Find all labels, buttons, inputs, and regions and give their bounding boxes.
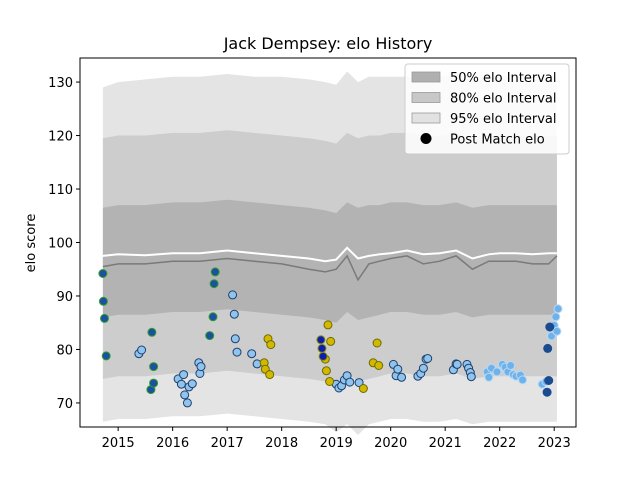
legend-label: 50% elo Interval — [450, 71, 557, 86]
elo-point — [179, 370, 189, 380]
elo-point — [317, 343, 327, 353]
legend-swatch — [411, 112, 441, 124]
elo-point — [452, 359, 462, 369]
elo-point — [466, 372, 476, 382]
elo-point — [323, 320, 333, 330]
elo-point — [266, 340, 276, 350]
legend-box — [404, 63, 570, 155]
y-tick-label: 120 — [48, 130, 73, 145]
x-tick-label: 2020 — [374, 436, 407, 451]
elo-point — [147, 327, 157, 337]
elo-point — [232, 347, 242, 357]
elo-point — [149, 378, 159, 388]
elo-point — [210, 267, 220, 277]
x-tick-label: 2023 — [538, 436, 571, 451]
elo-point — [182, 398, 192, 408]
x-tick-label: 2018 — [265, 436, 298, 451]
elo-point — [374, 361, 384, 370]
elo-point — [358, 384, 368, 393]
median-line — [102, 246, 557, 263]
elo-point — [265, 370, 275, 380]
elo-point — [423, 354, 433, 363]
elo-point — [187, 379, 197, 389]
y-tick-label: 100 — [48, 237, 73, 252]
legend-label: Post Match elo — [450, 133, 545, 148]
elo-point — [551, 312, 561, 322]
elo-point — [318, 351, 328, 361]
legend-label: 95% elo Interval — [450, 112, 557, 127]
y-axis-label: elo score — [24, 214, 39, 273]
elo-point — [484, 372, 494, 382]
legend-swatch — [411, 92, 441, 103]
elo-point — [180, 390, 190, 400]
elo-point — [552, 326, 562, 336]
elo-point — [230, 334, 240, 344]
legend-label: 80% elo Interval — [450, 92, 557, 107]
elo-point — [228, 290, 238, 300]
elo-point — [544, 376, 554, 385]
elo-point — [98, 296, 108, 306]
x-tick-label: 2017 — [211, 436, 244, 451]
x-tick-label: 2019 — [320, 436, 353, 451]
elo-point — [397, 372, 407, 382]
y-tick-label: 110 — [48, 183, 73, 198]
elo-point — [325, 377, 335, 386]
elo-point — [229, 309, 239, 319]
elo-point — [393, 364, 403, 374]
elo-point — [100, 313, 109, 323]
elo-point — [354, 378, 364, 388]
elo-point — [372, 338, 382, 348]
chart-title: Jack Dempsey: elo History — [223, 34, 433, 53]
elo-point — [518, 375, 528, 385]
elo-point — [101, 351, 111, 361]
elo-point — [545, 322, 555, 332]
legend: 50% elo Interval 80% elo Interval 95% elo … — [404, 63, 570, 155]
elo-point — [418, 363, 428, 373]
mean-line — [102, 254, 558, 282]
y-tick-label: 90 — [56, 290, 73, 305]
legend-swatch — [411, 71, 441, 83]
elo-point — [196, 362, 206, 372]
elo-point — [326, 336, 336, 346]
x-tick-label: 2015 — [102, 436, 135, 451]
elo-point — [149, 362, 159, 372]
y-tick-label: 130 — [48, 76, 73, 91]
elo-point — [492, 367, 502, 377]
x-tick-label: 2022 — [483, 436, 516, 451]
y-tick-label: 80 — [56, 343, 73, 358]
axes: 2015 2016 2017 2018 2019 2020 2021 2022 2023 70 80… — [48, 57, 577, 451]
elo-point — [176, 379, 186, 389]
elo-point — [247, 349, 257, 359]
elo-point — [137, 345, 147, 355]
elo-point — [316, 335, 326, 345]
legend-marker — [420, 133, 432, 144]
post-match-points — [98, 267, 563, 408]
elo-point — [506, 361, 516, 370]
elo-point — [205, 331, 215, 341]
x-tick-label: 2016 — [156, 436, 189, 451]
elo-point — [98, 269, 108, 278]
x-tick-label: 2021 — [429, 436, 462, 451]
elo-point — [209, 279, 219, 289]
elo-point — [543, 343, 553, 353]
elo-point — [321, 366, 331, 376]
elo-point — [542, 387, 552, 397]
interval-bands — [102, 71, 558, 436]
elo-point — [208, 312, 218, 322]
elo-point — [553, 304, 563, 314]
elo-point — [345, 377, 355, 387]
y-tick-label: 70 — [56, 397, 73, 412]
